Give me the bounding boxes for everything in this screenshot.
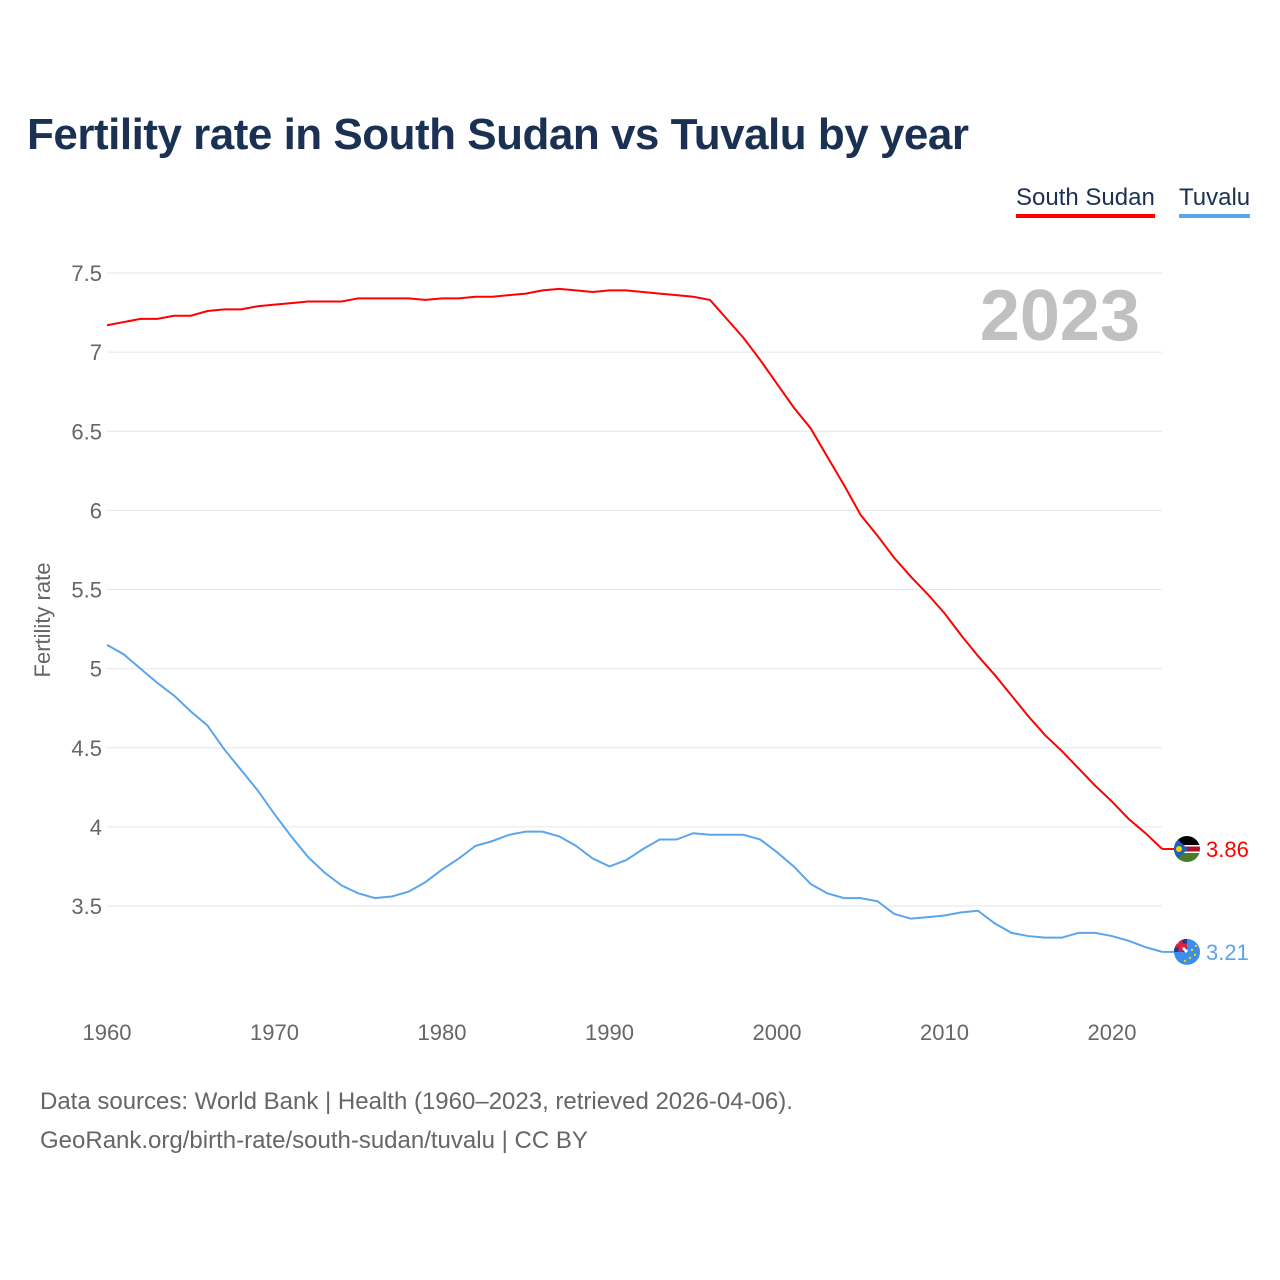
chart-title: Fertility rate in South Sudan vs Tuvalu …	[27, 110, 969, 159]
flag-green	[1174, 853, 1200, 863]
south-sudan-flag-icon	[1174, 836, 1200, 863]
series-line-south-sudan	[106, 287, 1163, 850]
y-tick-label: 4	[90, 815, 102, 840]
y-tick-label: 5	[90, 657, 102, 682]
legend-south-sudan[interactable]: South Sudan	[1016, 184, 1155, 218]
x-tick-label: 1960	[83, 1020, 132, 1045]
tuvalu-flag-icon	[1174, 938, 1200, 965]
legend-tuvalu[interactable]: Tuvalu	[1179, 184, 1251, 218]
flag-star	[1190, 948, 1194, 952]
flag-star	[1194, 944, 1198, 948]
flag-cross-v	[1178, 938, 1183, 952]
x-tick-label: 2000	[753, 1020, 802, 1045]
y-tick-label: 5.5	[71, 578, 102, 603]
flag-star	[1193, 953, 1197, 957]
y-tick-label: 7.5	[71, 261, 102, 286]
source-url[interactable]: GeoRank.org/birth-rate/south-sudan/tuval…	[40, 1127, 588, 1154]
flag	[1174, 938, 1200, 965]
x-tick-label: 1990	[585, 1020, 634, 1045]
y-tick-label: 6.5	[71, 419, 102, 444]
x-tick-label: 1980	[418, 1020, 467, 1045]
x-tick-label: 2020	[1088, 1020, 1137, 1045]
end-value-label: 3.86	[1206, 837, 1249, 862]
flag-star	[1188, 956, 1192, 960]
end-value-label: 3.21	[1206, 940, 1249, 965]
y-tick-label: 4.5	[71, 736, 102, 761]
x-tick-label: 1970	[250, 1020, 299, 1045]
flag-black	[1174, 836, 1200, 846]
series-line-tuvalu	[106, 644, 1163, 953]
flag	[1174, 836, 1200, 863]
y-axis-label: Fertility rate	[30, 563, 55, 678]
x-tick-label: 2010	[920, 1020, 969, 1045]
source-line: Data sources: World Bank | Health (1960–…	[40, 1088, 793, 1115]
y-tick-label: 7	[90, 340, 102, 365]
year-label: 2023	[980, 276, 1140, 356]
flag-star	[1176, 846, 1182, 853]
flag-star	[1183, 959, 1187, 963]
y-tick-label: 3.5	[71, 894, 102, 919]
y-tick-label: 6	[90, 498, 102, 523]
